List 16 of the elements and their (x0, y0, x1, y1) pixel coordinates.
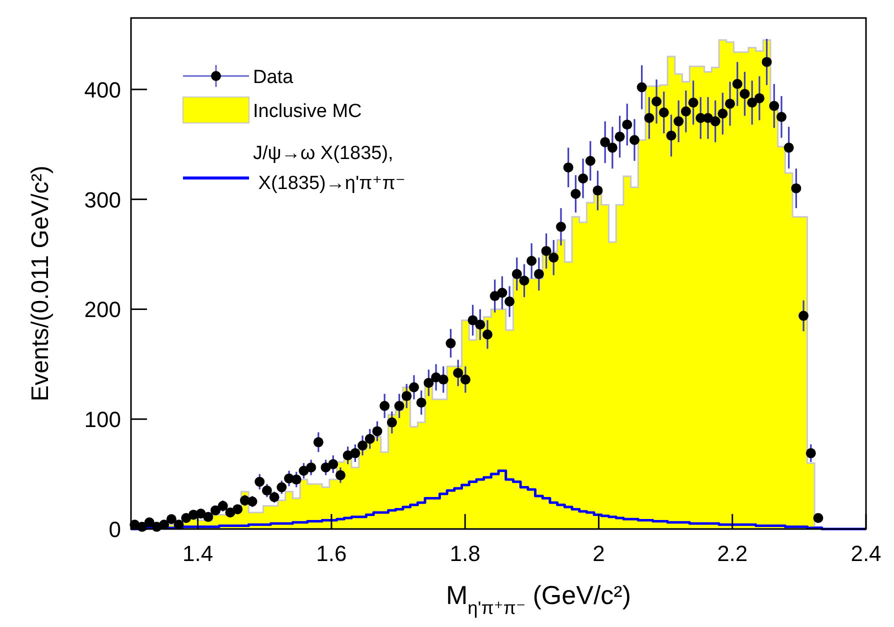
x-tick-label: 2.4 (850, 541, 882, 566)
y-tick-label: 100 (84, 407, 121, 432)
y-tick-label: 400 (84, 77, 121, 102)
x-tick-label: 2 (592, 541, 605, 566)
y-tick-label: 0 (108, 517, 121, 542)
x-tick-label: 1.4 (182, 541, 214, 566)
y-tick-label: 200 (84, 297, 121, 322)
legend-label: J/ψ→ω X(1835), X(1835)→η'π⁺π⁻ (253, 143, 406, 194)
y-tick-label: 300 (84, 187, 121, 212)
legend-label: Data (253, 67, 294, 88)
x-axis-title: M$_{η'π⁺π⁻}$ (GeV/c²) (446, 580, 632, 618)
x-tick-label: 2.2 (717, 541, 748, 566)
y-axis-title: Events/(0.011 GeV/c²) (27, 166, 54, 402)
x-tick-label: 1.8 (450, 541, 480, 566)
legend-label: Inclusive MC (253, 101, 362, 122)
x-tick-label: 1.6 (316, 541, 347, 566)
